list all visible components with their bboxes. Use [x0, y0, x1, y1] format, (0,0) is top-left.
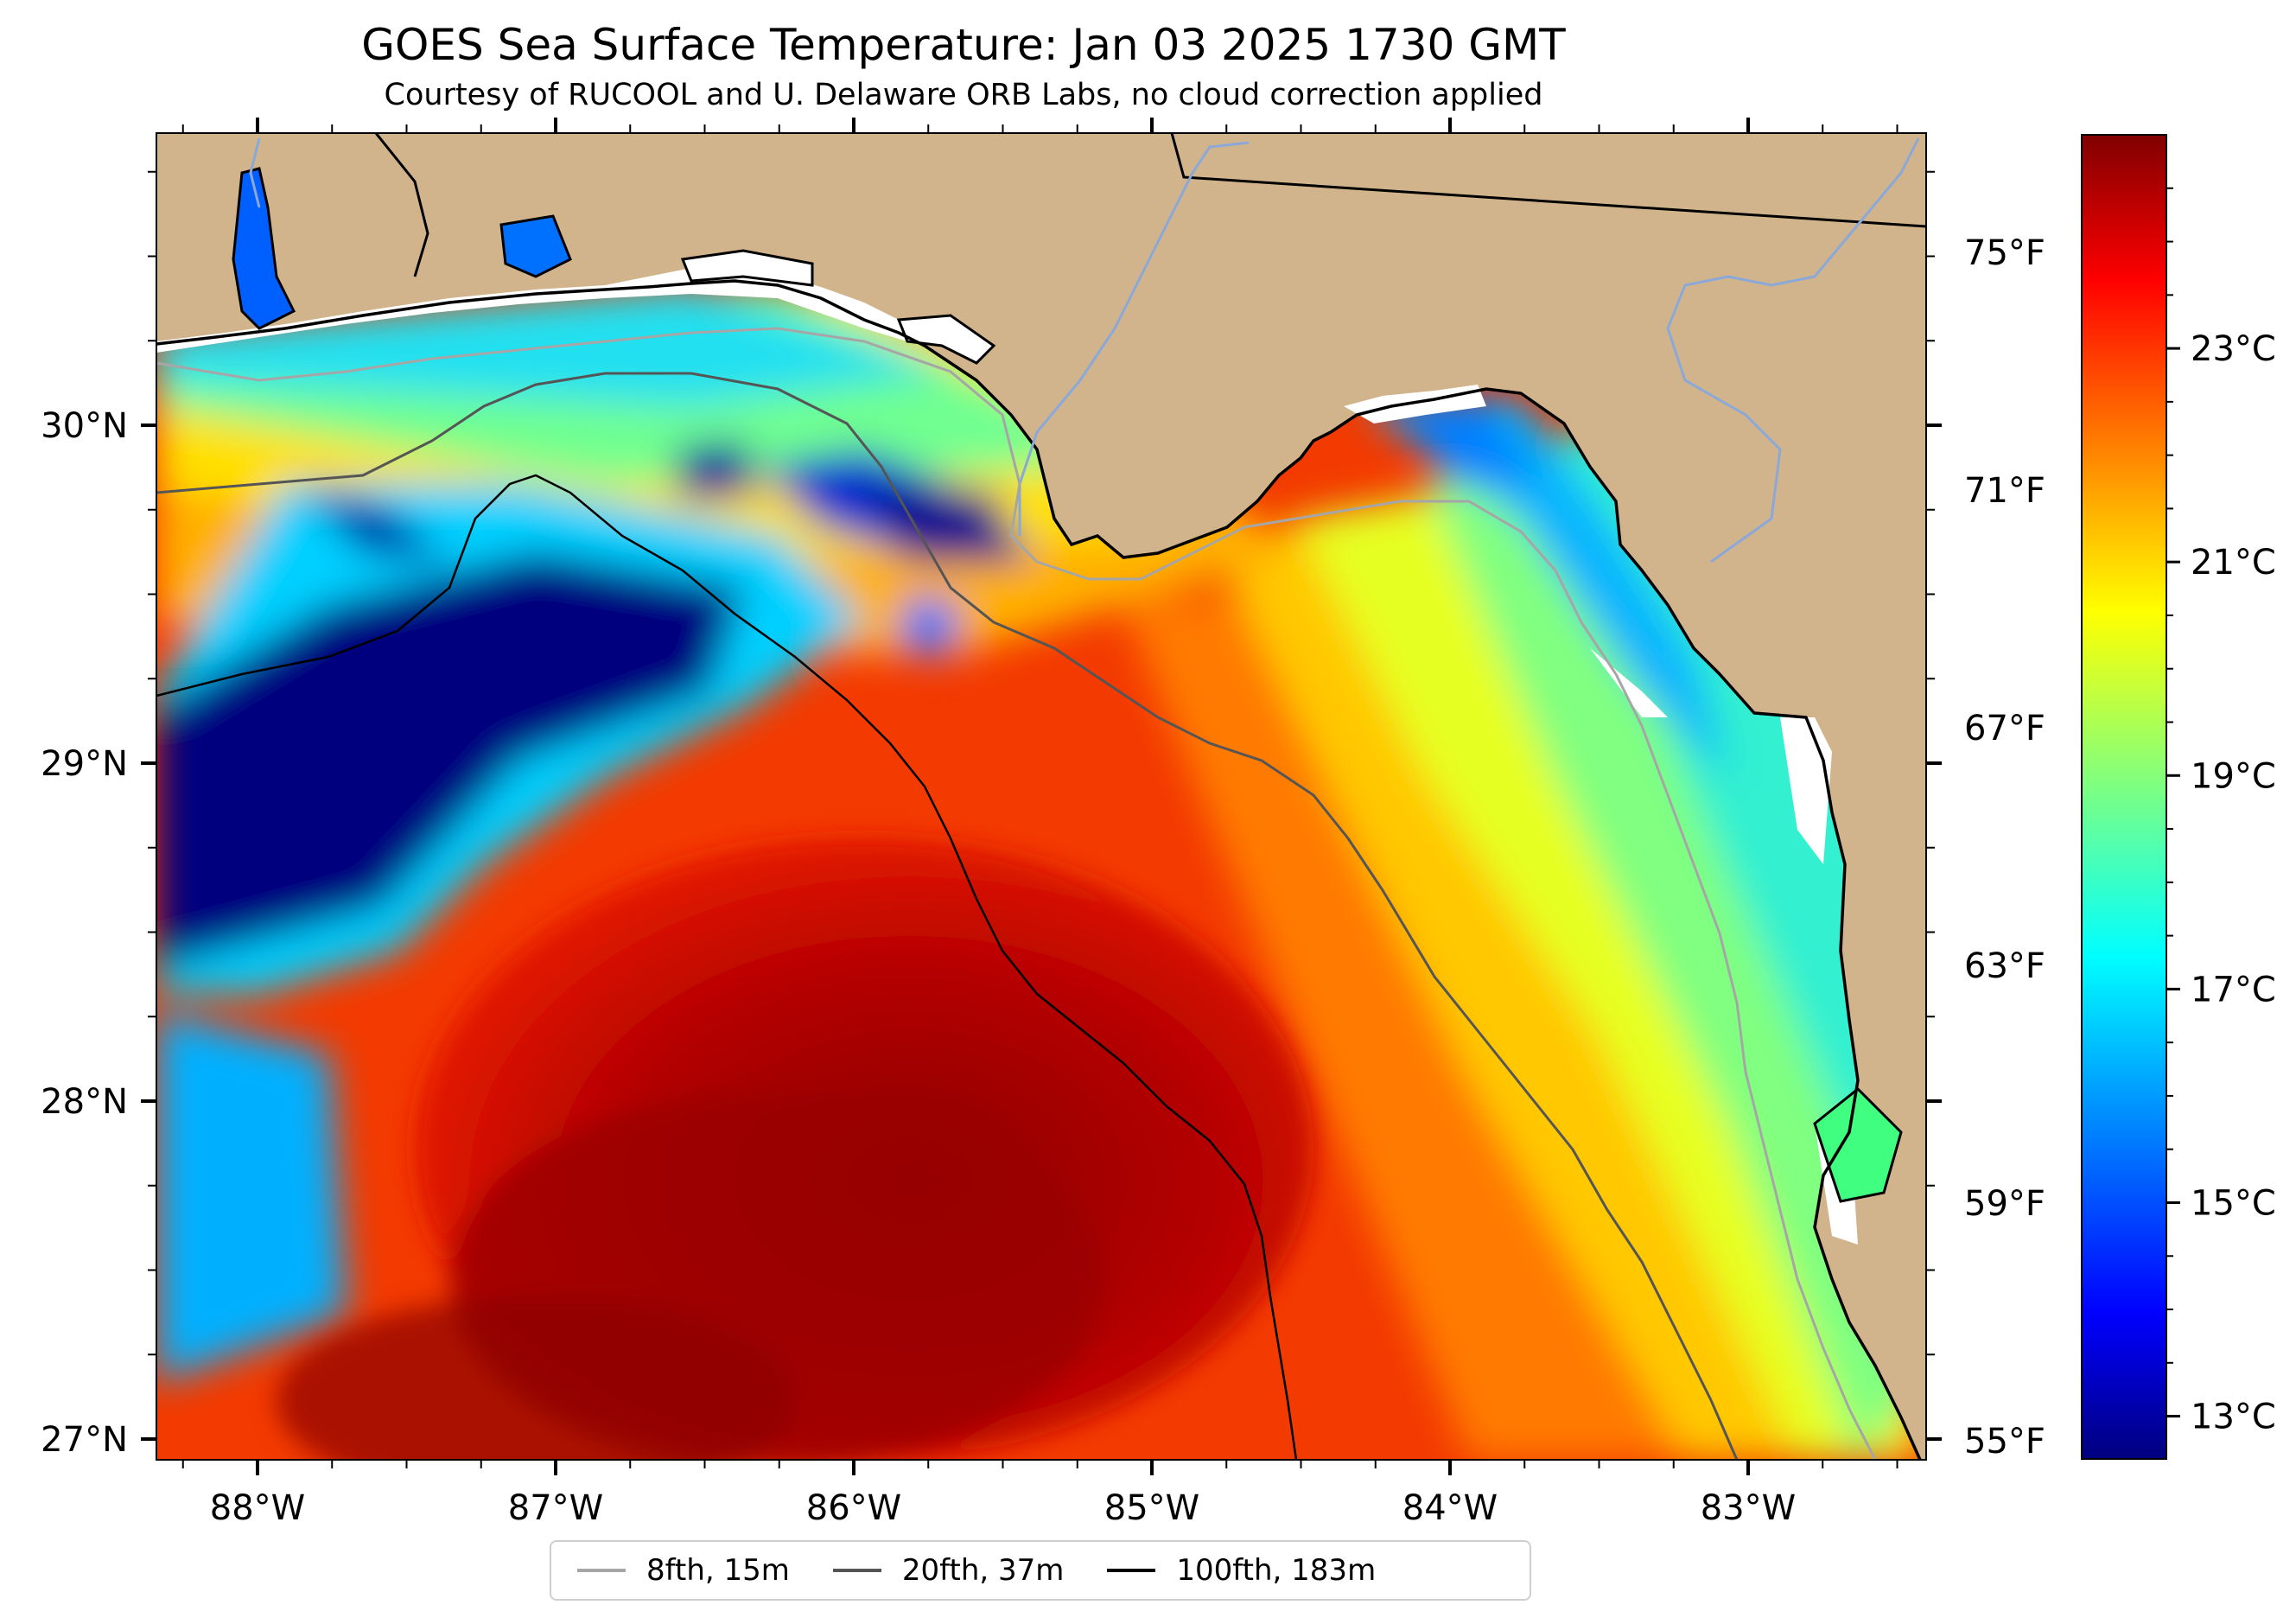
map-frame [156, 132, 1927, 1461]
f-label-59: 59°F [1964, 1184, 2045, 1224]
colorbar-tick-label: 21°C [2191, 543, 2276, 583]
legend-swatch-100fth [1107, 1569, 1156, 1572]
lon-label-86w: 86°W [806, 1488, 901, 1528]
f-label-71: 71°F [1964, 471, 2045, 511]
colorbar-tick-label: 19°C [2191, 756, 2276, 796]
state-border-west [374, 133, 429, 277]
colorbar-gradient [2081, 134, 2167, 1460]
bay-choctaw [680, 249, 814, 287]
lat-labels: 30°N 29°N 28°N 27°N [41, 406, 128, 1460]
lat-label-30n: 30°N [41, 406, 128, 446]
rivers [249, 137, 1920, 564]
coastal-nodata [156, 264, 951, 353]
legend-item-20fth: 20fth, 37m [832, 1553, 1065, 1588]
contour-100fth-183m [156, 474, 1298, 1460]
legend-label-8fth: 8fth, 15m [646, 1553, 790, 1588]
bay-apalachicola [896, 314, 996, 365]
legend-label-20fth: 20fth, 37m [901, 1553, 1065, 1588]
map-title: GOES Sea Surface Temperature: Jan 03 202… [361, 20, 1566, 70]
contour-8fth-15m [156, 327, 1877, 1460]
colorbar-tick-label: 13°C [2191, 1398, 2276, 1437]
lon-label-83w: 83°W [1701, 1488, 1796, 1528]
f-label-63: 63°F [1964, 946, 2045, 986]
colorbar: 23°C 21°C 19°C 17°C 15°C 13°C [2081, 134, 2276, 1460]
f-label-55: 55°F [1964, 1422, 2045, 1462]
minor-ticks [148, 124, 1935, 1468]
colorbar-tick-label: 15°C [2191, 1183, 2276, 1223]
lon-label-88w: 88°W [210, 1488, 305, 1528]
mobile-bay [232, 167, 296, 330]
legend-item-8fth: 8fth, 15m [577, 1553, 790, 1588]
colorbar-tick-label: 23°C [2191, 329, 2276, 369]
legend-swatch-20fth [832, 1569, 881, 1572]
lat-label-29n: 29°N [41, 744, 128, 784]
f-label-67: 67°F [1964, 709, 2045, 748]
map-subtitle: Courtesy of RUCOOL and U. Delaware ORB L… [384, 78, 1543, 112]
lon-labels: 88°W 87°W 86°W 85°W 84°W 83°W [210, 1488, 1796, 1528]
lon-label-85w: 85°W [1104, 1488, 1199, 1528]
fahrenheit-labels: 75°F 71°F 67°F 63°F 59°F 55°F [1964, 233, 2045, 1462]
coastline [156, 279, 1922, 1460]
contour-20fth-37m [156, 372, 1739, 1460]
lon-label-84w: 84°W [1402, 1488, 1498, 1528]
contour-legend: 8fth, 15m 20fth, 37m 100fth, 183m [550, 1540, 1531, 1601]
lat-label-28n: 28°N [41, 1082, 128, 1122]
land-north [156, 133, 1926, 1460]
bay-tampa [1813, 1086, 1903, 1203]
legend-label-100fth: 100fth, 183m [1176, 1553, 1377, 1588]
bay-pensacola [499, 214, 572, 278]
colorbar-tick-label: 17°C [2191, 970, 2276, 1009]
lon-label-87w: 87°W [508, 1488, 603, 1528]
map-panel[interactable] [156, 133, 1926, 1504]
lat-label-27n: 27°N [41, 1420, 128, 1460]
legend-swatch-8fth [577, 1569, 626, 1572]
state-border [1170, 133, 1926, 228]
legend-item-100fth: 100fth, 183m [1107, 1553, 1376, 1588]
f-label-75: 75°F [1964, 233, 2045, 273]
warm-core [277, 838, 1313, 1460]
